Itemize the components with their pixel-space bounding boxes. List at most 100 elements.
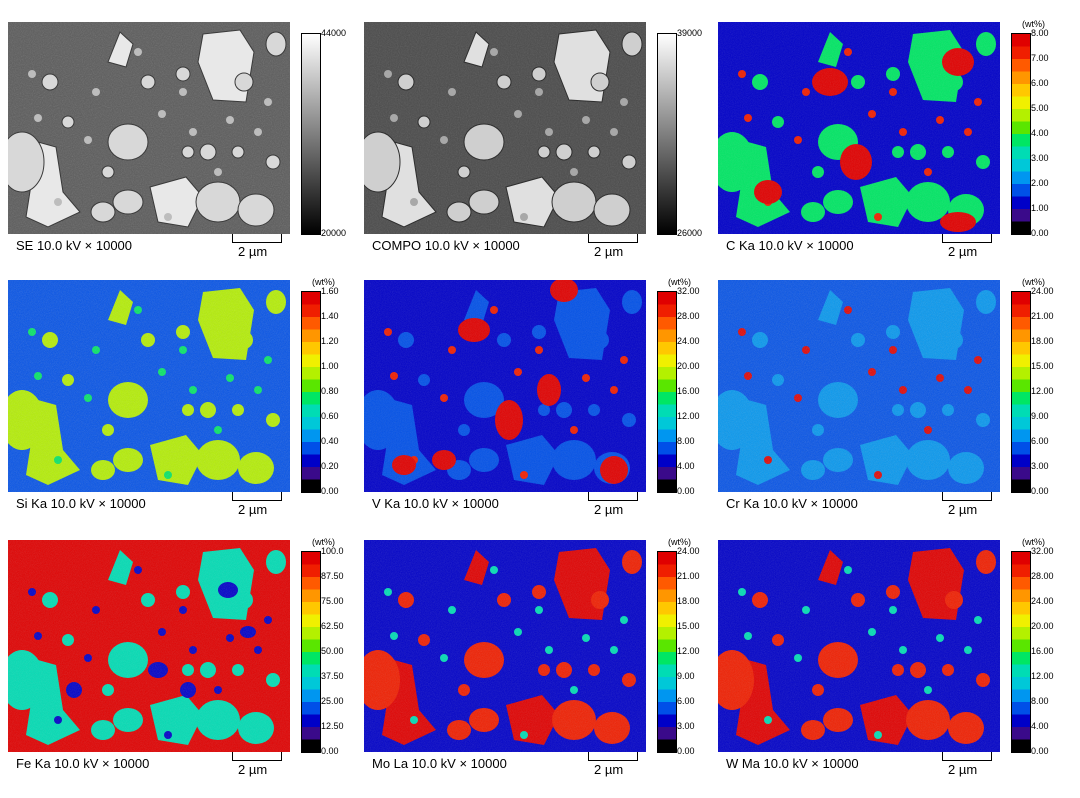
colorbar-unit: (wt%) <box>1022 19 1045 29</box>
panel-v-ka: V Ka 10.0 kV × 10000 2 µm (wt%) 32.00 28.… <box>364 277 714 538</box>
w-ma-map <box>718 540 1000 752</box>
carbide-particle <box>101 165 115 179</box>
colorbar-tick-label: 32.00 <box>677 286 700 296</box>
colorbar-tick-label: 1.40 <box>321 311 339 321</box>
carbide-particle <box>537 145 551 159</box>
colorbar-tick-label: 44000 <box>321 28 347 38</box>
panel-caption: W Ma 10.0 kV × 10000 <box>726 756 859 771</box>
colorbar-tick-label: 0.00 <box>677 746 695 756</box>
colorbar-tick-label: 100.0 <box>321 546 344 556</box>
small-carbide <box>254 128 262 136</box>
small-carbide <box>410 198 418 206</box>
colorbar-tick-label: 32.00 <box>1031 546 1054 556</box>
colorbar-tick-label: 18.00 <box>677 596 700 606</box>
colorbar <box>301 291 321 493</box>
colorbar-tick-label: 0.60 <box>321 411 339 421</box>
scale-bar-label: 2 µm <box>948 762 978 777</box>
carbide-particle <box>107 123 149 161</box>
colorbar-tick-label: 6.00 <box>1031 436 1049 446</box>
scale-bar <box>588 492 638 501</box>
scale-bar-label: 2 µm <box>948 244 978 259</box>
colorbar-unit: (wt%) <box>668 537 691 547</box>
colorbar-tick-label: 0.00 <box>1031 746 1049 756</box>
colorbar-tick-label: 21.00 <box>1031 311 1054 321</box>
colorbar-tick-label: 0.00 <box>677 486 695 496</box>
scale-bar-label: 2 µm <box>238 502 268 517</box>
colorbar-tick-label: 21.00 <box>677 571 700 581</box>
colorbar-tick-label: 62.50 <box>321 621 344 631</box>
colorbar <box>1011 291 1031 493</box>
mo-la-map <box>364 540 646 752</box>
v-ka-map <box>364 280 646 492</box>
scale-bar-label: 2 µm <box>594 244 624 259</box>
colorbar-tick-label: 0.00 <box>1031 228 1049 238</box>
colorbar-tick-label: 4.00 <box>677 461 695 471</box>
colorbar-tick-label: 9.00 <box>677 671 695 681</box>
colorbar-unit: (wt%) <box>312 537 335 547</box>
carbide-particle <box>417 115 431 129</box>
colorbar-unit: (wt%) <box>312 277 335 287</box>
noise-texture <box>718 280 1000 492</box>
small-carbide <box>264 98 272 106</box>
colorbar-unit: (wt%) <box>668 277 691 287</box>
colorbar-tick-label: 24.00 <box>677 546 700 556</box>
carbide-particle <box>41 73 59 91</box>
carbide-particle <box>621 31 643 57</box>
small-carbide <box>545 128 553 136</box>
se-image <box>8 22 290 234</box>
small-carbide <box>189 128 197 136</box>
colorbar-tick-label: 24.00 <box>1031 286 1054 296</box>
colorbar-tick-label: 4.00 <box>1031 128 1049 138</box>
small-carbide <box>214 168 222 176</box>
carbide-particle <box>593 193 631 227</box>
colorbar-tick-label: 15.00 <box>677 621 700 631</box>
colorbar-tick-label: 75.00 <box>321 596 344 606</box>
carbide-particle <box>107 31 134 68</box>
scale-bar-label: 2 µm <box>594 762 624 777</box>
small-carbide <box>226 116 234 124</box>
panel-c-ka: C Ka 10.0 kV × 10000 2 µm (wt%) 8.00 7.00… <box>718 19 1068 280</box>
colorbar <box>1011 33 1031 235</box>
colorbar-tick-label: 0.00 <box>321 486 339 496</box>
panel-caption: Cr Ka 10.0 kV × 10000 <box>726 496 858 511</box>
compo-image <box>364 22 646 234</box>
carbide-particle <box>61 115 75 129</box>
small-carbide <box>34 114 42 122</box>
cr-ka-map <box>718 280 1000 492</box>
panel-compo: COMPO 10.0 kV × 10000 2 µm 39000 26000 <box>364 22 714 280</box>
colorbar-tick-label: 3.00 <box>1031 153 1049 163</box>
noise-texture <box>8 280 290 492</box>
colorbar-tick-label: 20000 <box>321 228 347 238</box>
colorbar-unit: (wt%) <box>1022 277 1045 287</box>
panel-caption: Fe Ka 10.0 kV × 10000 <box>16 756 150 771</box>
colorbar-tick-label: 12.50 <box>321 721 344 731</box>
small-carbide <box>84 136 92 144</box>
carbide-particle <box>531 66 547 82</box>
colorbar-tick-label: 16.00 <box>677 386 700 396</box>
colorbar <box>301 33 321 235</box>
panel-se: SE 10.0 kV × 10000 2 µm 44000 20000 <box>8 22 358 280</box>
colorbar-tick-label: 39000 <box>677 28 703 38</box>
colorbar-tick-label: 1.60 <box>321 286 339 296</box>
carbide-particle <box>234 72 254 92</box>
colorbar <box>657 291 677 493</box>
carbide-particle <box>590 72 610 92</box>
panel-caption: Mo La 10.0 kV × 10000 <box>372 756 507 771</box>
panel-caption: C Ka 10.0 kV × 10000 <box>726 238 854 253</box>
carbide-particle <box>621 154 637 170</box>
colorbar-tick-label: 1.00 <box>1031 203 1049 213</box>
colorbar-tick-label: 20.00 <box>677 361 700 371</box>
noise-texture <box>364 540 646 752</box>
colorbar-tick-label: 1.20 <box>321 336 339 346</box>
colorbar-tick-label: 5.00 <box>1031 103 1049 113</box>
small-carbide <box>620 98 628 106</box>
small-carbide <box>158 110 166 118</box>
carbide-particle <box>555 143 573 161</box>
colorbar <box>657 551 677 753</box>
small-carbide <box>582 116 590 124</box>
noise-texture <box>8 540 290 752</box>
small-carbide <box>514 110 522 118</box>
carbide-particle <box>149 176 204 228</box>
panel-caption: V Ka 10.0 kV × 10000 <box>372 496 499 511</box>
colorbar <box>301 551 321 753</box>
